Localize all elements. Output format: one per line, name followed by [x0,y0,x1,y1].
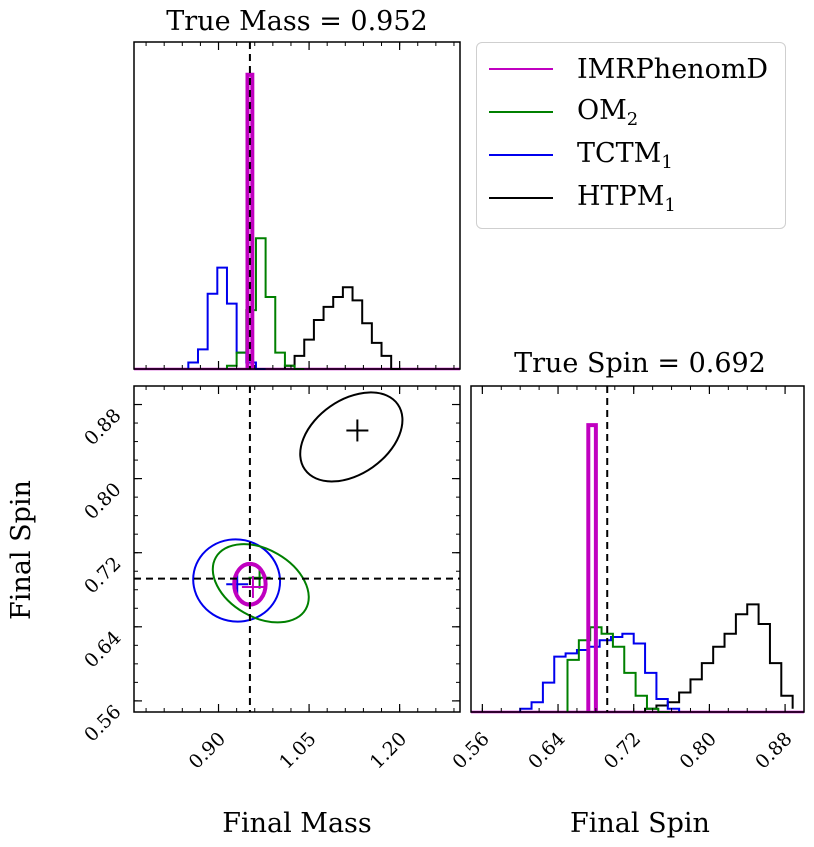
spin-tick-label: 0.64 [80,627,125,672]
spin-tick-label: 0.80 [80,479,125,524]
contour-htpm [299,391,404,483]
legend-swatch-htpm1 [489,197,553,199]
spin-histogram-title: True Spin = 0.692 [514,348,766,379]
x-axis-label-mass: Final Mass [222,808,372,839]
legend-label-tctm1: TCTM1 [577,137,673,173]
spin-hist-htpm [644,603,794,712]
legend-swatch-tctm1 [489,154,553,156]
legend-label-om2: OM2 [577,94,639,130]
mass-tick-label: 1.20 [366,728,411,773]
legend-label-htpm1: HTPM1 [577,180,676,216]
legend: IMRPhenomD OM2 TCTM1 HTPM1 [476,42,786,229]
contour-frame [133,385,461,713]
mass-hist-htpm [283,286,401,370]
contour-tctm [192,538,282,623]
legend-label-imrphenomd: IMRPhenomD [577,53,769,85]
spin-tick-label: 0.88 [80,405,125,450]
spin-hist-tick-label: 0.64 [524,728,569,773]
spin-hist-frame [470,385,805,713]
y-axis-label-spin: Final Spin [6,480,37,620]
mass-hist-frame [133,41,461,370]
spin-hist-tick-label: 0.56 [448,728,493,773]
legend-item-htpm1: HTPM1 [489,178,676,218]
mass-spin-contour-panel: 0.90 1.05 1.20 0.56 0.64 0.72 0.80 0.88 [80,385,461,773]
spin-histogram-panel: 0.56 0.64 0.72 0.80 0.88 [448,385,805,773]
spin-tick-label: 0.72 [80,553,125,598]
mass-histogram-panel [133,41,461,371]
spin-hist-tick-label: 0.72 [600,728,645,773]
spin-hist-tctm [519,632,681,712]
spin-hist-imrphenomd [586,423,598,712]
legend-item-om2: OM2 [489,92,638,132]
legend-swatch-om2 [489,111,553,113]
spin-hist-om [566,626,670,713]
spin-tick-label: 0.56 [80,701,125,746]
legend-item-imrphenomd: IMRPhenomD [489,49,768,89]
mass-hist-imrphenomd [245,72,255,369]
contour-om [211,543,310,624]
legend-item-tctm1: TCTM1 [489,135,673,175]
spin-hist-tick-label: 0.88 [751,728,796,773]
mass-hist-tctm [187,266,266,370]
mass-histogram-title: True Mass = 0.952 [166,6,427,37]
mass-tick-label: 0.90 [185,728,230,773]
legend-swatch-imrphenomd [489,68,553,70]
spin-hist-tick-label: 0.80 [675,728,720,773]
mass-tick-label: 1.05 [275,728,320,773]
x-axis-label-spin: Final Spin [570,808,710,839]
mass-hist-om [225,237,305,370]
